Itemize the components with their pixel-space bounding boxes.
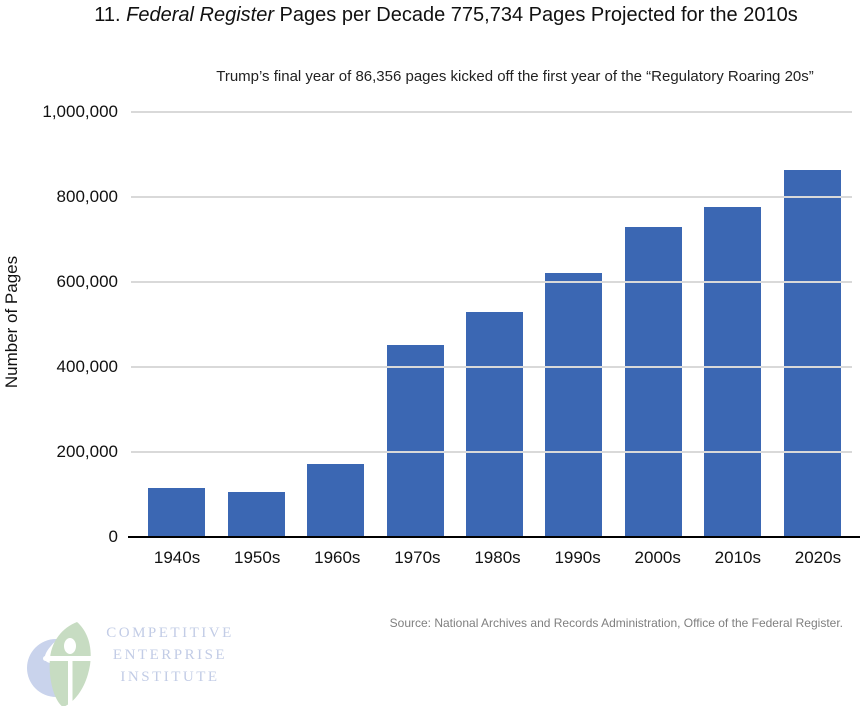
x-tick-label: 1950s — [234, 548, 281, 567]
x-tick-label: 1960s — [314, 548, 361, 567]
bar-slot — [375, 112, 454, 537]
bar-2000s — [624, 226, 682, 537]
x-tick-label: 2010s — [714, 548, 761, 567]
bar-1970s — [386, 345, 444, 537]
cei-logo-line3: INSTITUTE — [120, 669, 220, 685]
bar-1960s — [307, 463, 365, 537]
y-tick-label: 1,000,000 — [42, 102, 118, 121]
chart-title-prefix: 11. — [94, 4, 127, 26]
bar-slot — [216, 112, 295, 537]
x-tick-label: 2000s — [634, 548, 681, 567]
bar-slot — [614, 112, 693, 537]
bar-slot — [534, 112, 613, 537]
cei-globe-leaf-person-icon — [27, 620, 97, 706]
x-tick-label: 1940s — [153, 548, 201, 567]
cei-logo-line1: COMPETITIVE — [106, 625, 234, 641]
bar-series — [137, 112, 852, 537]
chart-subtitle: Trump’s final year of 86,356 pages kicke… — [216, 68, 814, 85]
x-tick-label: 1980s — [474, 548, 521, 567]
bar-2010s — [704, 207, 762, 537]
bar-1980s — [465, 312, 523, 537]
bar-slot — [455, 112, 534, 537]
gridline — [131, 196, 852, 198]
bar-slot — [137, 112, 216, 537]
y-tick-label: 400,000 — [56, 357, 118, 376]
bar-1950s — [227, 491, 285, 537]
bar-2020s — [783, 170, 841, 537]
y-tick-label: 0 — [108, 527, 118, 546]
x-axis-line — [128, 535, 860, 538]
gridline — [131, 366, 852, 368]
y-tick-label: 200,000 — [56, 442, 118, 461]
bar-1990s — [545, 272, 603, 537]
bar-slot — [296, 112, 375, 537]
y-axis-tick-labels: 0 200,000 400,000 600,000 800,000 1,000,000 — [0, 102, 118, 546]
x-tick-label: 1990s — [554, 548, 601, 567]
bar-slot — [773, 112, 852, 537]
x-tick-label: 1970s — [394, 548, 441, 567]
chart-title-italic: Federal Register — [126, 4, 274, 26]
bar-1940s — [148, 488, 206, 537]
gridline — [131, 111, 852, 113]
y-tick-label: 800,000 — [56, 187, 118, 206]
gridline — [131, 451, 852, 453]
chart-title-suffix: Pages per Decade 775,734 Pages Projected… — [274, 4, 798, 26]
plot-area — [128, 111, 860, 538]
cei-logo-line2: ENTERPRISE — [112, 647, 228, 663]
source-note: Source: National Archives and Records Ad… — [389, 616, 843, 630]
x-tick-label: 2020s — [794, 548, 842, 567]
cei-logo: COMPETITIVE ENTERPRISE INSTITUTE — [27, 616, 257, 706]
gridline — [131, 281, 852, 283]
cei-logo-text: COMPETITIVE ENTERPRISE INSTITUTE — [84, 622, 256, 688]
x-axis-tick-labels: 1940s 1950s 1960s 1970s 1980s 1990s 2000s 2010s… — [137, 548, 858, 568]
chart-title: 11. Federal Register Pages per Decade 77… — [40, 4, 852, 27]
y-tick-label: 600,000 — [56, 272, 118, 291]
bar-slot — [693, 112, 772, 537]
